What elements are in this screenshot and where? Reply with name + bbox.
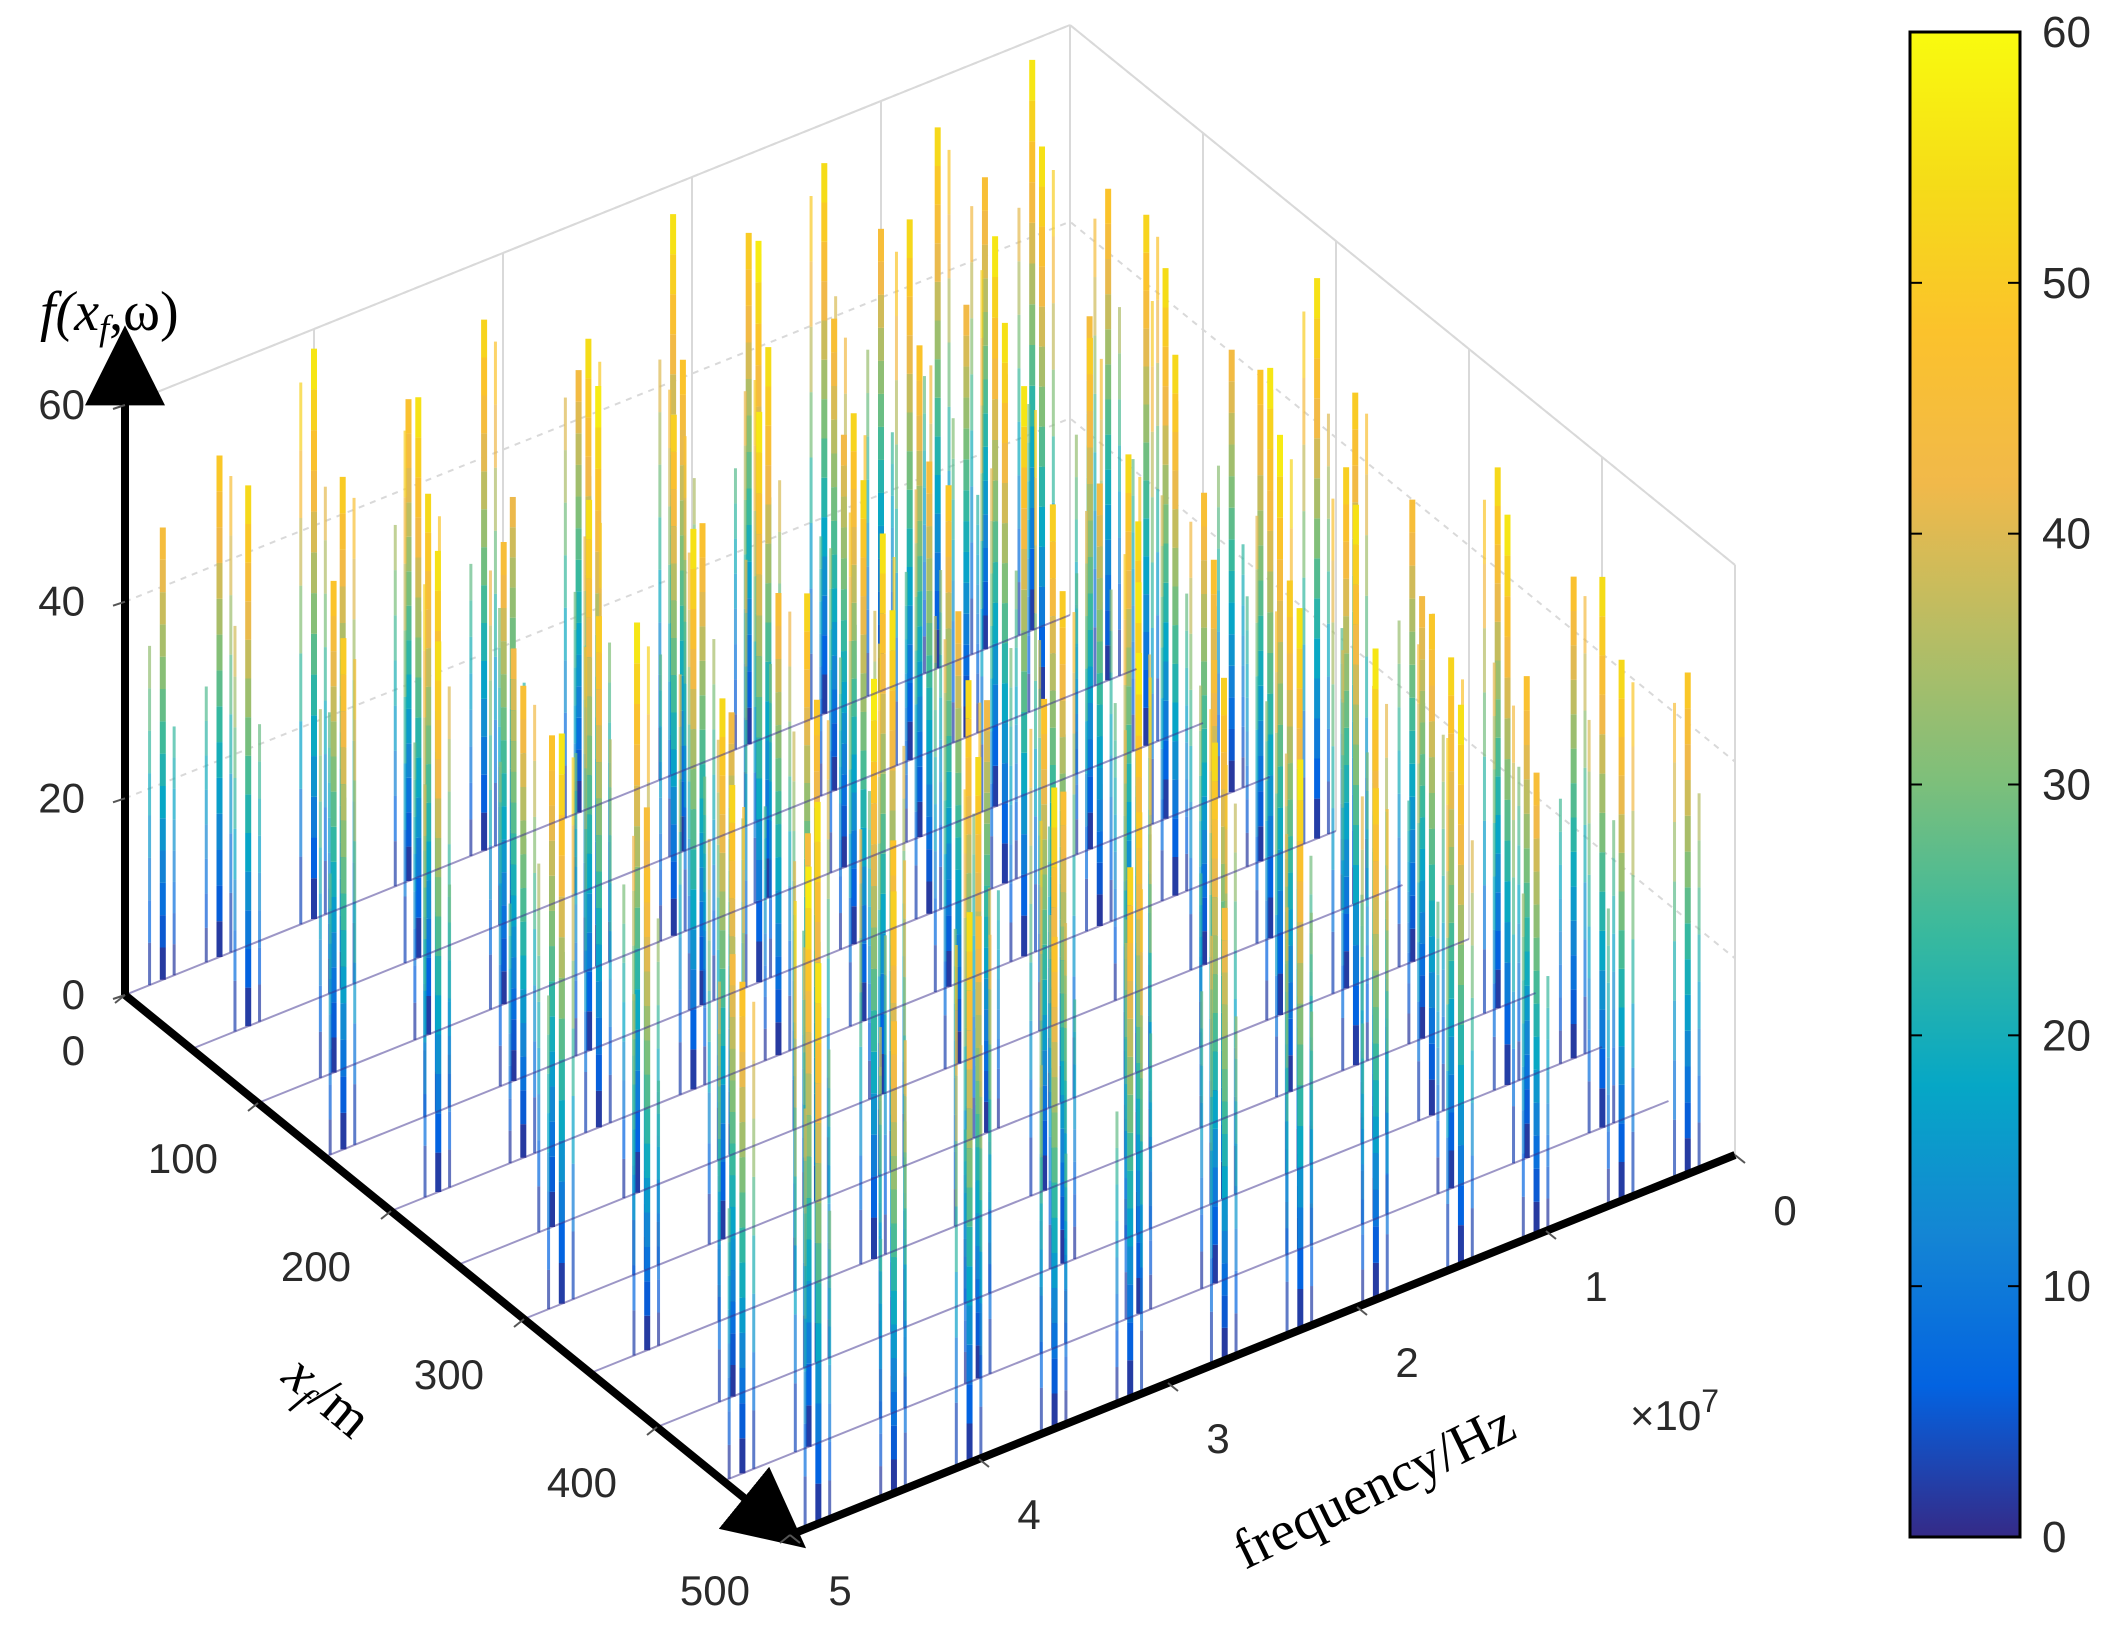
- x-tick-label: 3: [1206, 1415, 1229, 1462]
- z-tick-label: 40: [38, 578, 85, 625]
- x-tick-mark: [789, 1534, 801, 1544]
- x-tick-mark: [1734, 1154, 1746, 1164]
- x-tick-label: 4: [1017, 1491, 1040, 1538]
- colorbar-tick-label: 20: [2042, 1011, 2091, 1060]
- y-tick-mark: [513, 1318, 525, 1328]
- base-trace: [257, 722, 1204, 1104]
- y-tick-label: 300: [414, 1351, 484, 1398]
- y-axis-line: [122, 991, 807, 1549]
- z-tick-label: 0: [62, 971, 85, 1018]
- x-label-text: frequency/Hz: [1224, 1392, 1525, 1581]
- colorbar-tick-label: 0: [2042, 1513, 2066, 1562]
- x-exponent-power: 7: [1701, 1383, 1719, 1419]
- base-trace: [390, 830, 1337, 1212]
- x-tick-mark: [1545, 1230, 1557, 1240]
- x-tick-label: 1: [1584, 1263, 1607, 1310]
- y-tick-mark: [779, 1534, 791, 1544]
- x-tick-label: 5: [828, 1567, 851, 1614]
- z-axis-label: f(xf,ω): [40, 281, 179, 348]
- y-axis-label: xf/m: [268, 1342, 384, 1454]
- z-tick-label: 60: [38, 381, 85, 428]
- z-tick-label: 20: [38, 774, 85, 821]
- colorbar-tick-label: 10: [2042, 1262, 2091, 1311]
- x-tick-label: 0: [1773, 1187, 1796, 1234]
- y-tick-label: 400: [547, 1459, 617, 1506]
- z-tick-mark: [112, 797, 126, 804]
- y-tick-mark: [646, 1426, 658, 1436]
- y-tick-label: 0: [62, 1027, 85, 1074]
- chart-axes: 0 20 40 60 0 100 200 300 400 500 0 1 2 3 4 5: [38, 325, 1797, 1614]
- colorbar-gradient: [1908, 30, 2022, 1539]
- colorbar-tick-label: 30: [2042, 761, 2091, 810]
- base-trace: [324, 776, 1270, 1158]
- x-tick-mark: [978, 1458, 990, 1468]
- y-tick-label: 200: [281, 1243, 351, 1290]
- svg-text:f(xf,ω): f(xf,ω): [40, 281, 179, 348]
- y-tick-label: 500: [680, 1567, 750, 1614]
- z-label-var: x: [73, 281, 99, 343]
- svg-text:×107: ×107: [1630, 1383, 1719, 1439]
- x-axis-label: frequency/Hz: [1224, 1392, 1525, 1581]
- base-trace: [656, 1046, 1603, 1428]
- grid-line-top-right: [1069, 24, 1736, 566]
- z-label-suffix: ,ω): [109, 281, 179, 343]
- x-exponent-label: ×107: [1630, 1383, 1719, 1439]
- x-exponent-base: ×10: [1630, 1392, 1701, 1439]
- y-tick-mark: [380, 1210, 392, 1220]
- base-trace: [590, 992, 1536, 1374]
- x-tick-label: 2: [1395, 1339, 1418, 1386]
- base-trace: [723, 1100, 1669, 1482]
- y-tick-mark: [247, 1102, 259, 1112]
- colorbar-tick-label: 60: [2042, 8, 2091, 57]
- grid-line-z: [124, 220, 1736, 763]
- x-tick-mark: [1167, 1382, 1179, 1392]
- y-tick-label: 100: [148, 1135, 218, 1182]
- base-trace: [191, 668, 1137, 1050]
- colorbar: [1908, 30, 2022, 1539]
- chart-stems: [124, 59, 1736, 1536]
- svg-text:xf/m: xf/m: [268, 1342, 384, 1454]
- x-tick-mark: [1356, 1306, 1368, 1316]
- base-trace: [124, 614, 1071, 996]
- colorbar-tick-label: 40: [2042, 510, 2091, 559]
- base-trace: [457, 884, 1403, 1266]
- z-tick-mark: [112, 404, 126, 410]
- z-tick-mark: [112, 600, 126, 607]
- base-trace: [523, 938, 1470, 1320]
- colorbar-tick-label: 50: [2042, 259, 2091, 308]
- colorbar-ticks: 0 10 20 30 40 50 60: [1910, 8, 2091, 1562]
- z-label-prefix: f(: [40, 281, 78, 343]
- grid-line-z: [124, 23, 1736, 566]
- x-axis-line: [788, 1151, 1737, 1539]
- y-tick-mark: [114, 994, 126, 1004]
